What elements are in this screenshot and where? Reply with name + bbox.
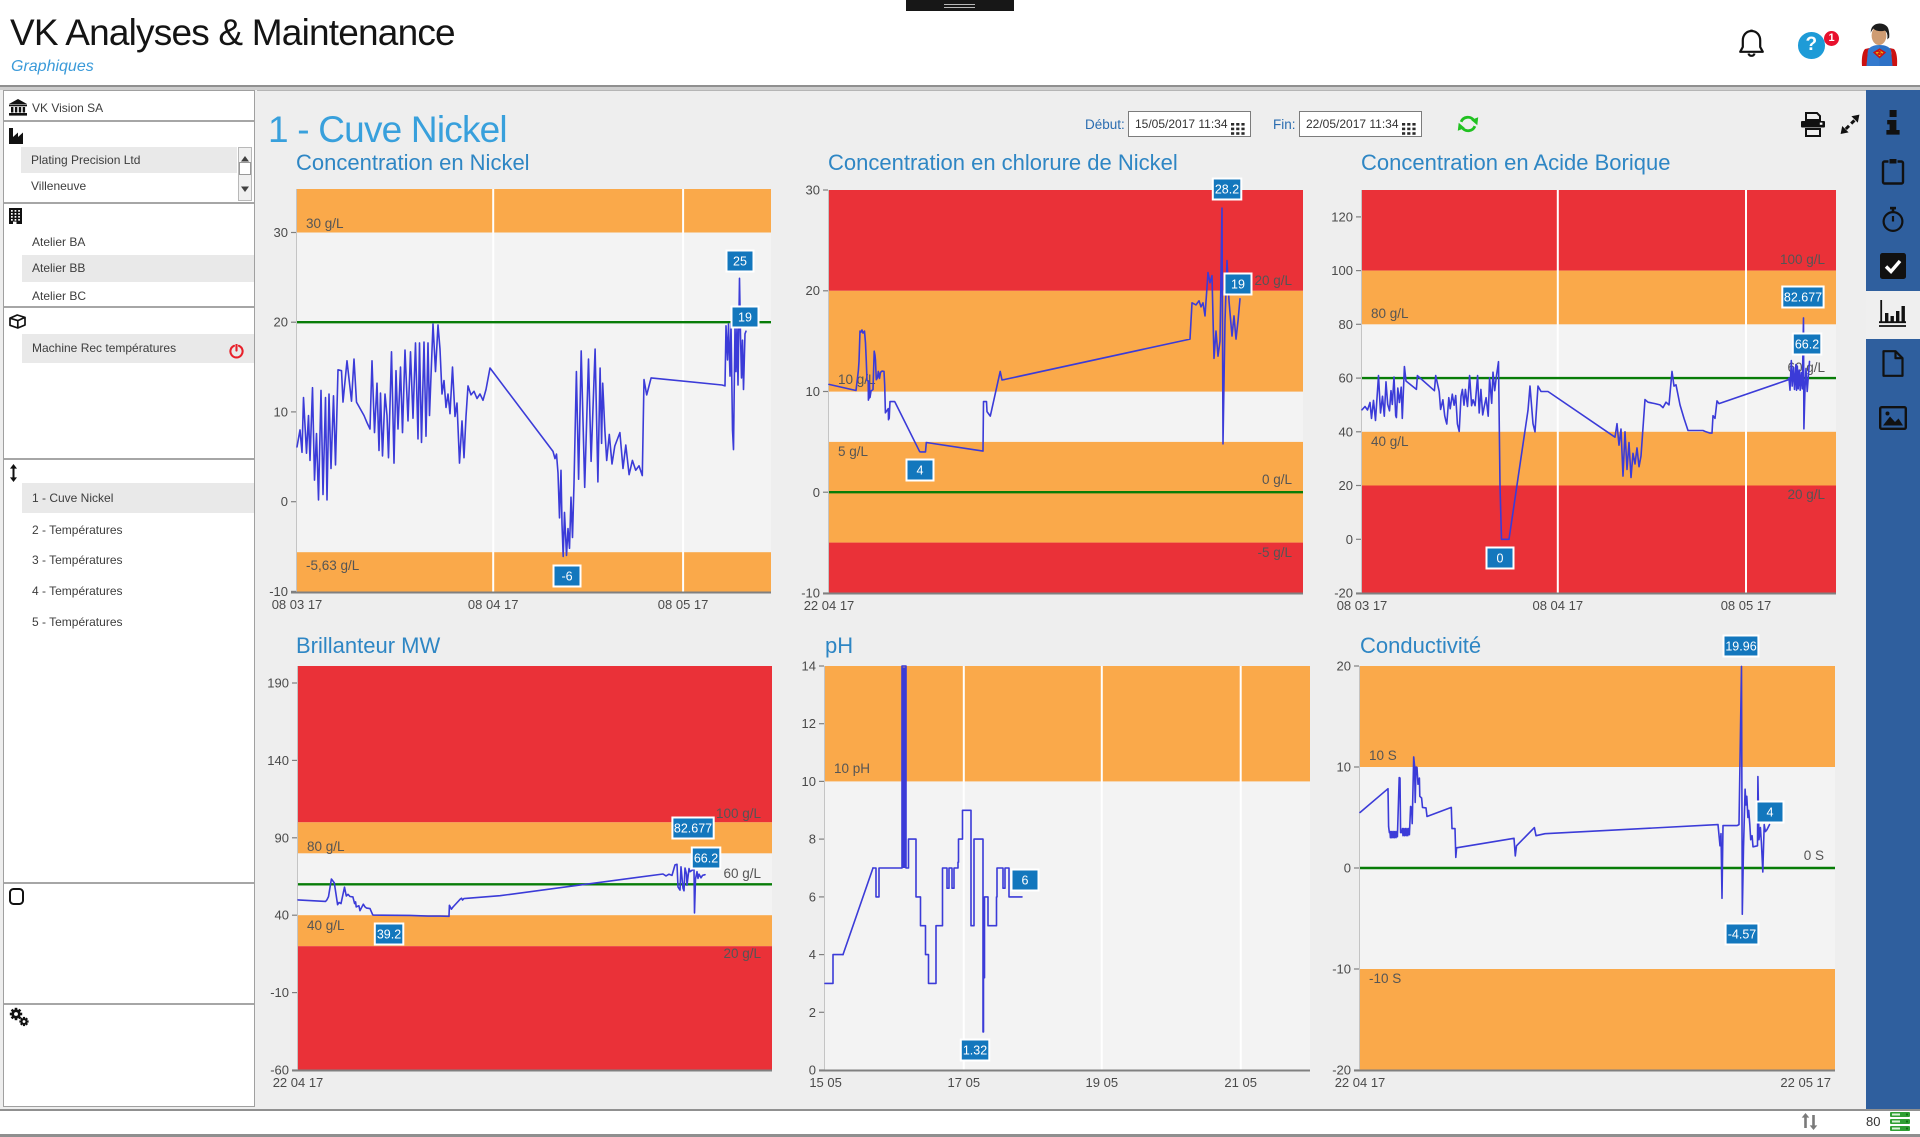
svg-text:-60: -60	[270, 1063, 289, 1078]
svg-text:21 05: 21 05	[1224, 1075, 1257, 1090]
svg-text:10: 10	[802, 774, 816, 789]
svg-text:30: 30	[806, 183, 820, 198]
svg-text:10 S: 10 S	[1369, 748, 1397, 763]
svg-text:40 g/L: 40 g/L	[1371, 434, 1409, 449]
svg-text:-20: -20	[1332, 1063, 1351, 1078]
svg-text:22 05 17: 22 05 17	[1780, 1075, 1831, 1090]
svg-text:100 g/L: 100 g/L	[1780, 252, 1826, 267]
svg-text:08 05 17: 08 05 17	[1721, 598, 1772, 613]
svg-text:4: 4	[917, 463, 924, 477]
svg-text:40 g/L: 40 g/L	[307, 918, 345, 933]
svg-text:80: 80	[1339, 317, 1353, 332]
svg-text:5 g/L: 5 g/L	[838, 444, 869, 459]
svg-text:20 g/L: 20 g/L	[723, 946, 761, 961]
svg-text:20: 20	[274, 315, 288, 330]
svg-text:6: 6	[809, 889, 816, 904]
svg-text:30 g/L: 30 g/L	[306, 216, 344, 231]
svg-text:20: 20	[1337, 659, 1351, 674]
svg-text:08 05 17: 08 05 17	[658, 597, 709, 612]
svg-text:82.677: 82.677	[674, 821, 712, 835]
svg-text:66.2: 66.2	[1795, 337, 1819, 351]
svg-text:140: 140	[267, 753, 289, 768]
svg-text:0 S: 0 S	[1804, 848, 1824, 863]
svg-text:4: 4	[1767, 805, 1774, 819]
svg-text:40: 40	[1339, 424, 1353, 439]
svg-text:1.32: 1.32	[963, 1043, 987, 1057]
svg-text:19.96: 19.96	[1725, 639, 1756, 653]
svg-text:20 g/L: 20 g/L	[1787, 487, 1825, 502]
svg-text:0: 0	[1497, 551, 1504, 565]
svg-text:82.677: 82.677	[1784, 290, 1822, 304]
svg-text:60 g/L: 60 g/L	[723, 866, 761, 881]
svg-text:19: 19	[1231, 277, 1245, 291]
svg-text:40: 40	[275, 908, 289, 923]
svg-text:Concentration en Acide Borique: Concentration en Acide Borique	[1361, 150, 1670, 175]
svg-text:08 04 17: 08 04 17	[468, 597, 519, 612]
svg-text:4: 4	[809, 947, 816, 962]
svg-text:-20: -20	[1334, 586, 1353, 601]
svg-text:-10: -10	[269, 584, 288, 599]
svg-text:19: 19	[738, 310, 752, 324]
svg-text:Brillanteur MW: Brillanteur MW	[296, 633, 440, 658]
svg-text:190: 190	[267, 676, 289, 691]
svg-text:10: 10	[274, 404, 288, 419]
svg-text:12: 12	[802, 716, 816, 731]
svg-text:-6: -6	[561, 569, 572, 583]
svg-text:17 05: 17 05	[948, 1075, 981, 1090]
svg-text:39.2: 39.2	[377, 927, 401, 941]
svg-text:80 g/L: 80 g/L	[307, 839, 345, 854]
svg-text:-10: -10	[801, 586, 820, 601]
svg-text:-10 S: -10 S	[1369, 971, 1401, 986]
svg-text:100 g/L: 100 g/L	[716, 806, 762, 821]
svg-text:0 g/L: 0 g/L	[1262, 472, 1293, 487]
svg-text:100: 100	[1331, 263, 1353, 278]
svg-text:19 05: 19 05	[1086, 1075, 1119, 1090]
svg-text:14: 14	[802, 659, 816, 674]
svg-text:8: 8	[809, 832, 816, 847]
svg-text:10: 10	[1337, 760, 1351, 775]
svg-text:10 pH: 10 pH	[834, 761, 870, 776]
svg-text:0: 0	[1344, 861, 1351, 876]
svg-text:22 04 17: 22 04 17	[804, 598, 855, 613]
svg-text:6: 6	[1022, 873, 1029, 887]
svg-text:25: 25	[733, 254, 747, 268]
svg-text:08 04 17: 08 04 17	[1532, 598, 1583, 613]
svg-text:60: 60	[1339, 371, 1353, 386]
svg-text:28.2: 28.2	[1215, 182, 1239, 196]
svg-text:20 g/L: 20 g/L	[1254, 273, 1292, 288]
svg-text:20: 20	[806, 283, 820, 298]
svg-text:-5 g/L: -5 g/L	[1257, 545, 1292, 560]
svg-text:120: 120	[1331, 209, 1353, 224]
svg-text:0: 0	[813, 485, 820, 500]
svg-text:-10: -10	[270, 985, 289, 1000]
svg-text:Conductivité: Conductivité	[1360, 633, 1481, 658]
svg-text:0: 0	[281, 494, 288, 509]
svg-text:22 04 17: 22 04 17	[273, 1075, 324, 1090]
svg-text:20: 20	[1339, 478, 1353, 493]
svg-text:Concentration en Nickel: Concentration en Nickel	[296, 150, 530, 175]
svg-text:0: 0	[1346, 532, 1353, 547]
svg-text:-5,63 g/L: -5,63 g/L	[306, 558, 360, 573]
svg-text:Concentration en chlorure de N: Concentration en chlorure de Nickel	[828, 150, 1178, 175]
svg-text:22 04 17: 22 04 17	[1335, 1075, 1386, 1090]
svg-text:80 g/L: 80 g/L	[1371, 306, 1409, 321]
svg-text:-4.57: -4.57	[1728, 927, 1757, 941]
svg-text:pH: pH	[825, 633, 853, 658]
svg-text:30: 30	[274, 225, 288, 240]
svg-text:08 03 17: 08 03 17	[272, 597, 323, 612]
svg-text:0: 0	[809, 1063, 816, 1078]
svg-text:90: 90	[275, 830, 289, 845]
svg-text:15 05: 15 05	[809, 1075, 842, 1090]
svg-text:08 03 17: 08 03 17	[1337, 598, 1388, 613]
svg-text:66.2: 66.2	[694, 851, 718, 865]
svg-text:10: 10	[806, 384, 820, 399]
svg-text:-10: -10	[1332, 962, 1351, 977]
svg-text:2: 2	[809, 1005, 816, 1020]
